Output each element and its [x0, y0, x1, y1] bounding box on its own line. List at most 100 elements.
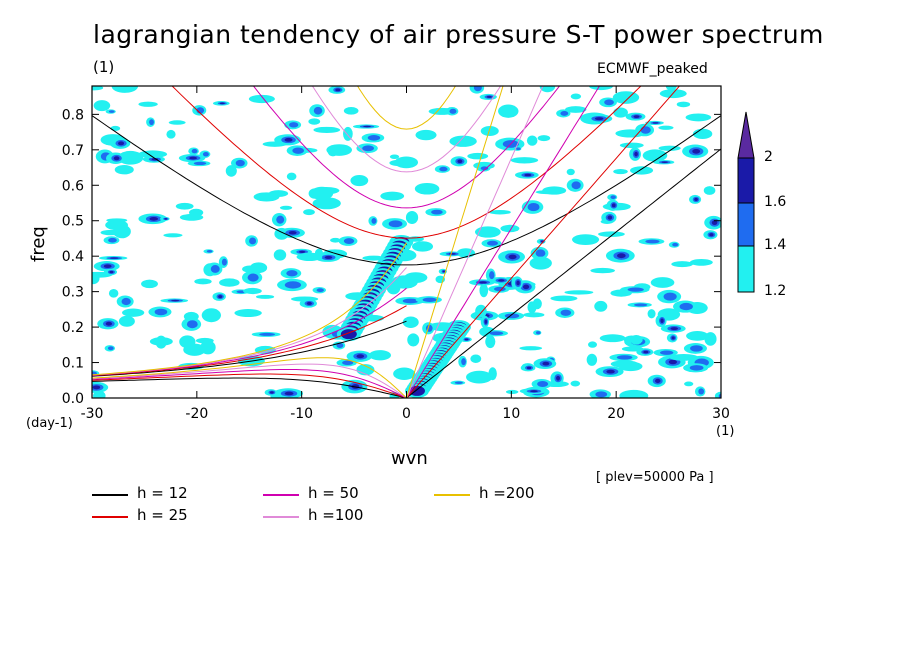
contour-blob — [202, 152, 209, 157]
contour-blob — [643, 350, 649, 354]
model-name: ECMWF_peaked — [597, 61, 708, 77]
y-tick-label: 0.1 — [62, 356, 84, 372]
contour-blob — [480, 166, 489, 171]
contour-blob — [634, 303, 648, 307]
contour-blob — [168, 120, 186, 125]
contour-blob — [570, 93, 582, 100]
contour-blob — [103, 264, 112, 268]
contour-blob — [704, 332, 717, 346]
contour-blob — [473, 86, 482, 92]
contour-blob — [117, 150, 144, 165]
contour-blob — [598, 231, 625, 237]
contour-blob — [684, 381, 694, 387]
contour-blob — [663, 292, 677, 301]
contour-blob — [599, 334, 626, 343]
contour-blob — [276, 215, 285, 224]
contour-blob — [537, 135, 551, 142]
contour-blob — [464, 338, 469, 341]
contour-blob — [110, 125, 121, 131]
contour-blob — [368, 350, 391, 361]
contour-blob — [524, 173, 532, 177]
contour-blob — [108, 110, 115, 113]
contour-blob — [498, 104, 519, 118]
ig-curve — [171, 86, 642, 239]
contour-blob — [690, 345, 703, 352]
contour-blob — [645, 239, 660, 244]
contour-blob — [118, 141, 125, 146]
contour-blob — [179, 335, 196, 349]
contour-blob — [342, 360, 354, 365]
contour-blob — [92, 86, 104, 91]
ig-curve — [252, 86, 561, 209]
contour-blob — [516, 147, 521, 151]
contour-blob — [542, 361, 550, 366]
y-tick-label: 0.8 — [62, 107, 84, 123]
contour-blob — [259, 332, 276, 336]
contour-blob — [109, 257, 119, 259]
contour-blob — [113, 156, 120, 161]
contour-blob — [121, 297, 131, 306]
legend-swatch — [263, 494, 299, 496]
contour-blob — [106, 218, 128, 223]
contour-blob — [606, 369, 615, 374]
contour-blob — [489, 271, 495, 280]
contour-blob — [422, 297, 437, 302]
contour-blob — [235, 159, 245, 167]
legend-swatch — [92, 516, 128, 518]
rossby-curve — [92, 357, 407, 398]
contour-blob — [595, 391, 608, 398]
colorbar-swatch — [737, 245, 755, 293]
contour-blob — [219, 278, 240, 287]
contour-blob — [218, 295, 223, 299]
contour-blob — [510, 157, 539, 164]
contour-blob — [284, 137, 293, 142]
contour-blob — [610, 289, 632, 297]
contour-blob — [566, 168, 575, 176]
contour-blob — [179, 213, 204, 221]
contour-blob — [138, 101, 158, 107]
contour-blob — [610, 360, 639, 368]
contour-blob — [627, 287, 644, 292]
kelvin-curve — [406, 86, 681, 398]
contour-blob — [498, 279, 505, 282]
contour-blob — [505, 389, 519, 394]
contour-blob — [526, 135, 538, 146]
contour-blob — [343, 238, 355, 244]
contour-blob — [171, 299, 180, 302]
contour-blob — [298, 250, 306, 253]
contour-blob — [689, 365, 704, 371]
contour-blob — [619, 389, 649, 398]
contour-blob — [402, 298, 419, 304]
contour-blob — [449, 108, 457, 114]
contour-blob — [588, 341, 597, 348]
contour-blob — [113, 224, 131, 239]
contour-blob — [564, 290, 594, 295]
contour-blob — [313, 126, 341, 133]
contour-blob — [500, 224, 520, 233]
contour-blob — [539, 86, 556, 93]
rossby-curve — [92, 373, 407, 398]
contour-blob — [279, 205, 293, 210]
contour-blob — [194, 278, 212, 285]
contour-blob — [679, 302, 693, 311]
contour-blob — [449, 135, 477, 147]
contour-blob — [362, 145, 374, 152]
contour-blob — [486, 95, 492, 98]
contour-blob — [313, 106, 323, 115]
contour-blob — [405, 210, 419, 225]
contour-blob — [389, 159, 414, 167]
contour-blob — [270, 391, 274, 394]
kelvin-curve — [406, 86, 544, 398]
legend-label: h =100 — [308, 506, 364, 524]
contour-blob — [655, 378, 661, 384]
x-tick-label: 10 — [502, 406, 520, 422]
colorbar-tick-label: 2 — [764, 149, 773, 165]
contour-blob — [479, 283, 489, 298]
y-tick-label: 0.6 — [62, 178, 84, 194]
contour-blob — [316, 288, 324, 293]
contour-blob — [350, 174, 369, 187]
contour-blob — [671, 261, 694, 268]
contour-blob — [402, 316, 419, 328]
contour-blob — [556, 375, 561, 381]
y-tick-label: 0.3 — [62, 285, 84, 301]
